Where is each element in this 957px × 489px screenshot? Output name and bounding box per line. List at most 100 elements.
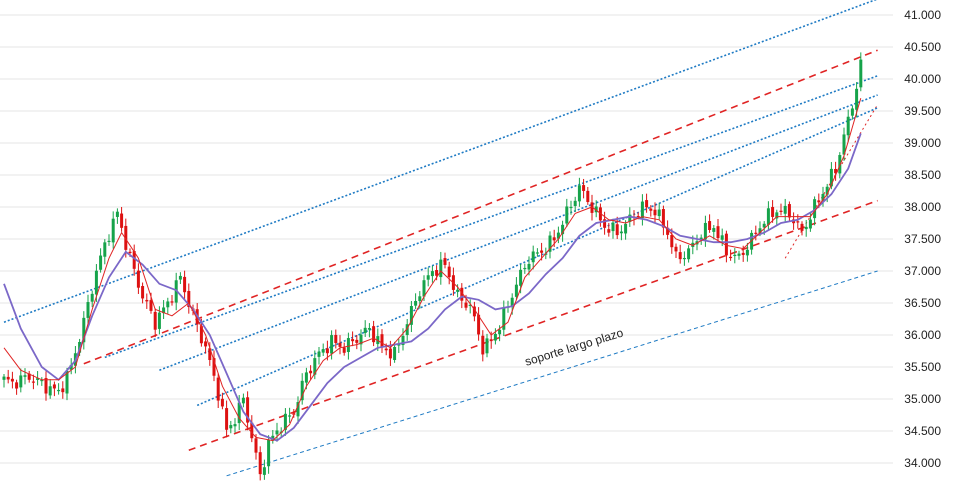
candle-body [611,222,615,232]
candle-body [313,358,317,375]
candle-up [498,325,502,342]
candle-body [699,237,703,240]
candle-body [409,306,413,325]
candle-down [338,335,342,355]
candle-up [267,435,271,474]
candle-up [493,328,497,345]
candle-body [649,208,653,211]
candle-down [216,373,220,408]
candle-body [99,255,103,270]
candle-body [443,258,447,265]
candle-body [489,339,493,342]
candle-body [31,381,35,383]
candle-body [351,339,355,342]
candle-up [2,374,6,388]
candle-body [426,275,430,280]
candle-body [321,349,325,353]
candle-down [10,371,14,389]
candle-body [468,304,472,306]
candle-body [120,213,124,228]
candle-down [787,201,791,222]
candle-body [842,134,846,155]
candle-body [111,218,115,243]
candle-body [796,221,800,223]
candle-up [468,299,472,314]
candle-body [57,389,61,392]
candle-body [498,329,502,335]
trend-2-line [104,75,878,359]
candle-up [262,459,266,480]
candle-down [443,252,447,269]
candle-body [573,200,577,207]
candle-body [44,378,48,394]
candle-body [237,402,241,424]
candle-body [590,202,594,213]
candle-body [107,240,111,243]
price-tick-label: 39.500 [904,104,941,118]
candle-body [514,284,518,297]
candle-body [212,358,216,376]
candle-body [220,398,224,407]
candle-down [674,243,678,259]
candle-up [317,346,321,365]
candle-up [750,230,754,255]
candle-down [351,331,355,347]
candle-body [275,430,279,435]
candle-body [178,275,182,280]
candle-body [23,375,27,377]
candle-down [250,415,254,443]
candle-body [204,341,208,347]
price-tick-label: 40.500 [904,40,941,54]
candle-down [729,249,733,261]
candle-body [645,200,649,208]
candle-body [556,232,560,239]
candle-body [544,253,548,255]
candle-down [834,161,838,181]
candle-down [800,221,804,236]
candle-up [514,277,518,300]
candle-body [225,408,229,430]
candle-up [90,290,94,308]
candle-down [590,194,594,221]
candle-body [775,212,779,219]
candle-down [771,200,775,223]
candle-body [325,348,329,354]
candle-body [380,334,384,347]
candle-body [779,210,783,212]
candle-down [615,216,619,239]
candle-down [460,283,464,309]
candle-down [645,193,649,213]
candle-body [829,168,833,187]
price-tick-label: 40.000 [904,72,941,86]
candle-down [187,283,191,314]
candle-body [859,59,863,88]
candle-body [187,290,191,308]
candle-body [716,226,720,238]
candle-down [208,342,212,366]
candle-body [27,373,31,380]
candle-body [40,379,44,382]
candle-body [640,201,644,219]
candle-body [628,214,632,222]
candle-down [136,263,140,294]
candle-body [90,293,94,302]
candle-body [162,307,166,314]
candle-body [317,351,321,357]
candle-body [758,228,762,234]
candle-up [162,300,166,320]
candle-up [640,194,644,226]
candle-down [670,228,674,254]
candle-body [405,324,409,336]
candle-body [535,252,539,254]
candle-up [103,239,107,265]
candle-body [363,327,367,334]
candle-down [481,330,485,362]
candle-body [825,186,829,195]
candle-up [321,343,325,356]
candle-body [661,209,665,228]
candle-body [208,348,212,361]
candle-body [132,251,136,269]
candle-down [586,186,590,205]
candle-body [624,223,628,234]
candle-up [40,377,44,386]
